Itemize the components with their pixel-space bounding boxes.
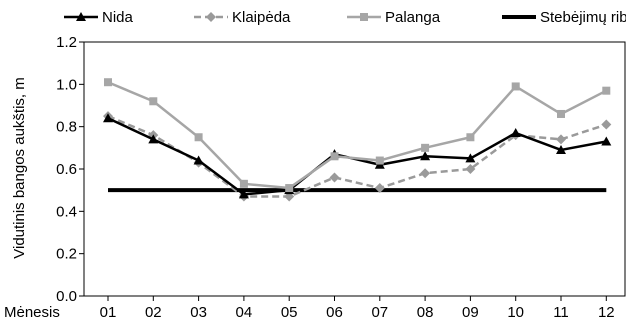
data-point-square — [421, 143, 430, 152]
x-tick-label: 02 — [145, 304, 162, 321]
data-point-diamond — [465, 164, 476, 174]
x-tick-label: 12 — [598, 304, 615, 321]
data-point-triangle — [238, 189, 249, 199]
axes: 0.0 0.2 0.4 0.6 0.8 1.0 1.2 01 02 03 04 05 06 07 08 09 1… — [56, 34, 626, 321]
data-point-triangle — [76, 12, 86, 21]
series-line — [107, 114, 607, 198]
x-tick-label: 05 — [281, 304, 298, 321]
series-palanga — [104, 78, 611, 193]
plot-frame — [83, 41, 626, 297]
data-point-square — [330, 152, 339, 161]
data-point-diamond — [329, 172, 340, 183]
data-point-triangle — [193, 155, 204, 165]
data-point-square — [104, 78, 112, 87]
data-point-diamond — [420, 168, 431, 179]
x-tick-label: 09 — [462, 304, 479, 321]
x-tick-label: 06 — [326, 304, 343, 321]
data-point-diamond — [374, 183, 385, 194]
series-line — [107, 81, 607, 190]
legend: Nida Klaipėda Palanga Stebėjimų riba — [64, 9, 626, 26]
data-point-diamond — [556, 134, 566, 145]
x-tick-label: 08 — [417, 304, 434, 321]
series-nida — [103, 113, 612, 199]
data-point-triangle — [510, 128, 521, 138]
legend-label: Stebėjimų riba — [540, 9, 626, 26]
data-point-square — [149, 97, 158, 106]
legend-label: Nida — [102, 9, 134, 26]
y-tick-label: 1.2 — [56, 34, 77, 51]
legend-item: Stebėjimų riba — [502, 9, 626, 26]
x-axis-title: Mėnesis — [4, 304, 60, 321]
y-tick-label: 0.6 — [56, 161, 77, 178]
y-tick-label: 0.2 — [56, 246, 77, 263]
data-point-triangle — [556, 144, 566, 154]
data-point-diamond — [601, 119, 612, 130]
x-tick-label: 01 — [100, 304, 117, 321]
x-tick-label: 07 — [371, 304, 388, 321]
y-tick-label: 0.0 — [56, 288, 77, 305]
x-tick-label: 10 — [507, 304, 524, 321]
y-tick-label: 0.4 — [56, 203, 77, 220]
y-tick-label: 1.0 — [56, 76, 77, 93]
data-point-square — [285, 184, 294, 193]
legend-item: Palanga — [347, 9, 441, 26]
x-tick-label: 03 — [190, 304, 207, 321]
data-point-square — [360, 13, 368, 21]
y-tick-label: 0.8 — [56, 119, 77, 136]
data-point-triangle — [465, 153, 476, 163]
legend-label: Klaipėda — [232, 9, 291, 26]
series-klaip-da — [103, 111, 612, 202]
data-point-square — [239, 179, 248, 188]
data-point-square — [375, 156, 384, 165]
data-point-square — [194, 133, 203, 142]
data-point-triangle — [420, 151, 431, 161]
legend-item: Nida — [64, 9, 134, 26]
legend-label: Palanga — [385, 9, 441, 26]
y-axis-title: Vidutinis bangos aukštis, m — [11, 77, 28, 259]
data-point-triangle — [103, 113, 113, 123]
x-tick-label: 11 — [553, 304, 569, 321]
x-tick-label: 04 — [236, 304, 253, 321]
data-point-square — [466, 133, 475, 142]
data-point-triangle — [601, 136, 612, 146]
data-point-square — [557, 109, 565, 118]
data-point-square — [602, 86, 611, 95]
data-point-diamond — [206, 12, 216, 22]
data-point-square — [511, 82, 520, 91]
legend-item: Klaipėda — [194, 9, 291, 26]
data-point-triangle — [148, 134, 159, 144]
series-layer — [103, 78, 612, 202]
